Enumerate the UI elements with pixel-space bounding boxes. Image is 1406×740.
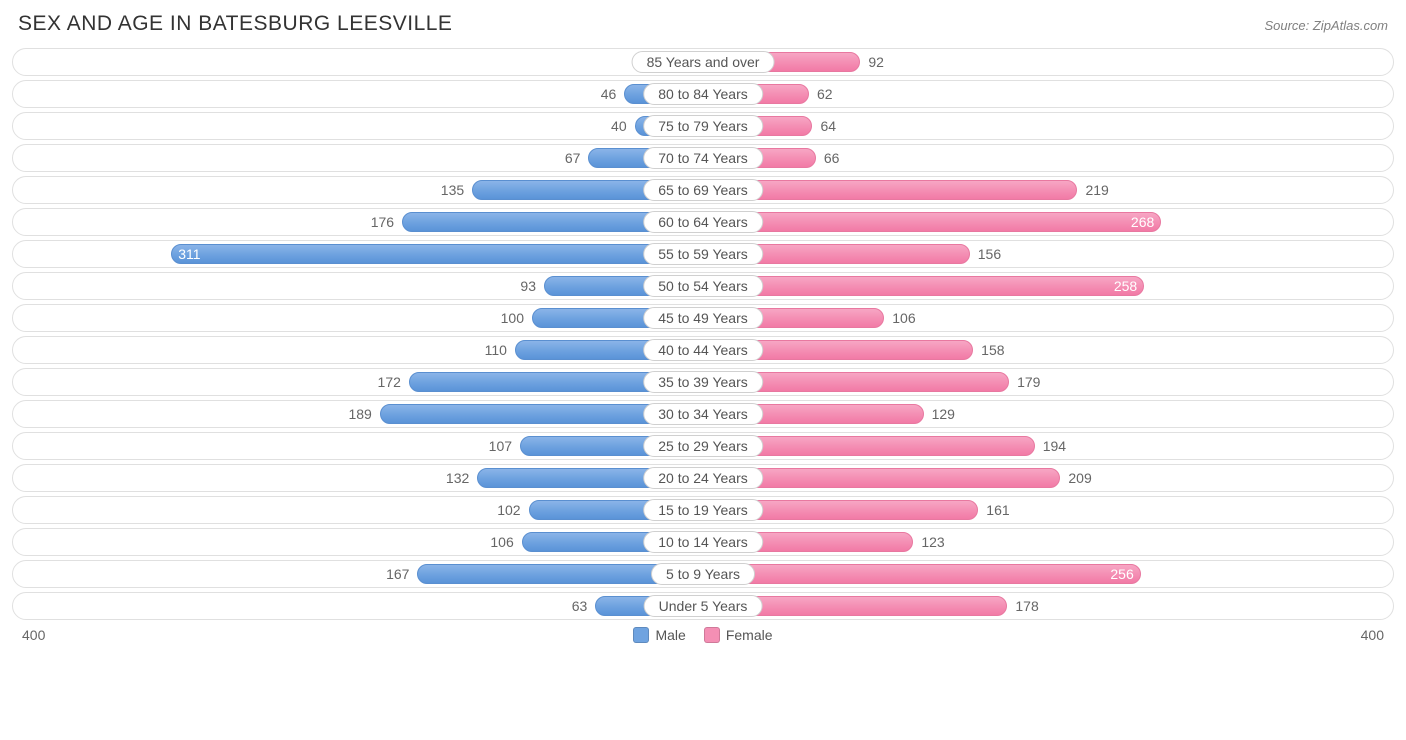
chart-row: 109285 Years and over [12,48,1394,76]
category-label: 40 to 44 Years [643,339,763,361]
male-swatch-icon [633,627,649,643]
male-value: 107 [489,438,520,454]
category-label: 25 to 29 Years [643,435,763,457]
chart-row: 189 129 30 to 34 Years [12,400,1394,428]
chart-row: 107 194 25 to 29 Years [12,432,1394,460]
legend-label: Male [655,627,685,643]
male-value: 176 [371,214,402,230]
male-value: 132 [446,470,477,486]
female-value: 158 [973,342,1004,358]
axis-label-right: 400 [1361,627,1384,643]
chart-row: 172 179 35 to 39 Years [12,368,1394,396]
legend: Male Female [633,627,772,643]
chart-row: 67 66 70 to 74 Years [12,144,1394,172]
female-value: 161 [978,502,1009,518]
category-label: 5 to 9 Years [651,563,755,585]
category-label: 80 to 84 Years [643,83,763,105]
category-label: 20 to 24 Years [643,467,763,489]
category-label: 75 to 79 Years [643,115,763,137]
female-value: 129 [924,406,955,422]
chart-row: 93 258 50 to 54 Years [12,272,1394,300]
female-value: 209 [1060,470,1091,486]
chart-footer: 400 Male Female 400 [8,620,1398,646]
male-value: 63 [572,598,596,614]
chart-row: 40 64 75 to 79 Years [12,112,1394,140]
category-label: 15 to 19 Years [643,499,763,521]
male-value: 172 [378,374,409,390]
female-bar: 268 [703,212,1161,232]
female-value: 179 [1009,374,1040,390]
category-label: 50 to 54 Years [643,275,763,297]
male-bar: 311 [171,244,703,264]
chart-title: SEX AND AGE IN BATESBURG LEESVILLE [18,12,452,36]
chart-rows: 109285 Years and over466280 to 84 Years4… [8,48,1398,620]
chart-row: 46 62 80 to 84 Years [12,80,1394,108]
female-value: 62 [809,86,833,102]
female-value: 92 [860,54,884,70]
female-value: 106 [884,310,915,326]
chart-row: 132 209 20 to 24 Years [12,464,1394,492]
female-value: 178 [1007,598,1038,614]
category-label: 35 to 39 Years [643,371,763,393]
female-value: 219 [1077,182,1108,198]
chart-row: 100 106 45 to 49 Years [12,304,1394,332]
legend-item: Female [704,627,773,643]
chart-row: 63 178 Under 5 Years [12,592,1394,620]
legend-item: Male [633,627,685,643]
female-value: 123 [913,534,944,550]
female-bar: 256 [703,564,1141,584]
chart-row: 167 256 5 to 9 Years [12,560,1394,588]
category-label: 45 to 49 Years [643,307,763,329]
category-label: 65 to 69 Years [643,179,763,201]
male-value: 135 [441,182,472,198]
female-value: 258 [1114,278,1137,294]
male-value: 110 [485,342,515,358]
chart-row: 176 268 60 to 64 Years [12,208,1394,236]
male-value: 167 [386,566,417,582]
male-value: 311 [178,246,200,262]
chart-source: Source: ZipAtlas.com [1264,18,1388,33]
category-label: 70 to 74 Years [643,147,763,169]
axis-label-left: 400 [22,627,45,643]
female-value: 194 [1035,438,1066,454]
chart-row: 106 123 10 to 14 Years [12,528,1394,556]
male-value: 93 [520,278,544,294]
category-label: 55 to 59 Years [643,243,763,265]
chart-row: 102 161 15 to 19 Years [12,496,1394,524]
category-label: Under 5 Years [644,595,763,617]
male-value: 100 [501,310,532,326]
female-value: 268 [1131,214,1154,230]
female-value: 66 [816,150,840,166]
male-value: 46 [601,86,625,102]
male-value: 102 [497,502,528,518]
category-label: 85 Years and over [632,51,775,73]
female-bar: 258 [703,276,1144,296]
chart-row: 311 156 55 to 59 Years [12,240,1394,268]
female-swatch-icon [704,627,720,643]
female-value: 64 [812,118,836,134]
category-label: 60 to 64 Years [643,211,763,233]
chart-row: 135 219 65 to 69 Years [12,176,1394,204]
male-value: 67 [565,150,589,166]
female-value: 256 [1110,566,1133,582]
category-label: 30 to 34 Years [643,403,763,425]
category-label: 10 to 14 Years [643,531,763,553]
chart-row: 110 158 40 to 44 Years [12,336,1394,364]
chart-header: SEX AND AGE IN BATESBURG LEESVILLE Sourc… [8,8,1398,48]
legend-label: Female [726,627,773,643]
male-value: 189 [348,406,379,422]
male-value: 40 [611,118,635,134]
population-pyramid-chart: SEX AND AGE IN BATESBURG LEESVILLE Sourc… [8,8,1398,646]
male-value: 106 [490,534,521,550]
female-value: 156 [970,246,1001,262]
